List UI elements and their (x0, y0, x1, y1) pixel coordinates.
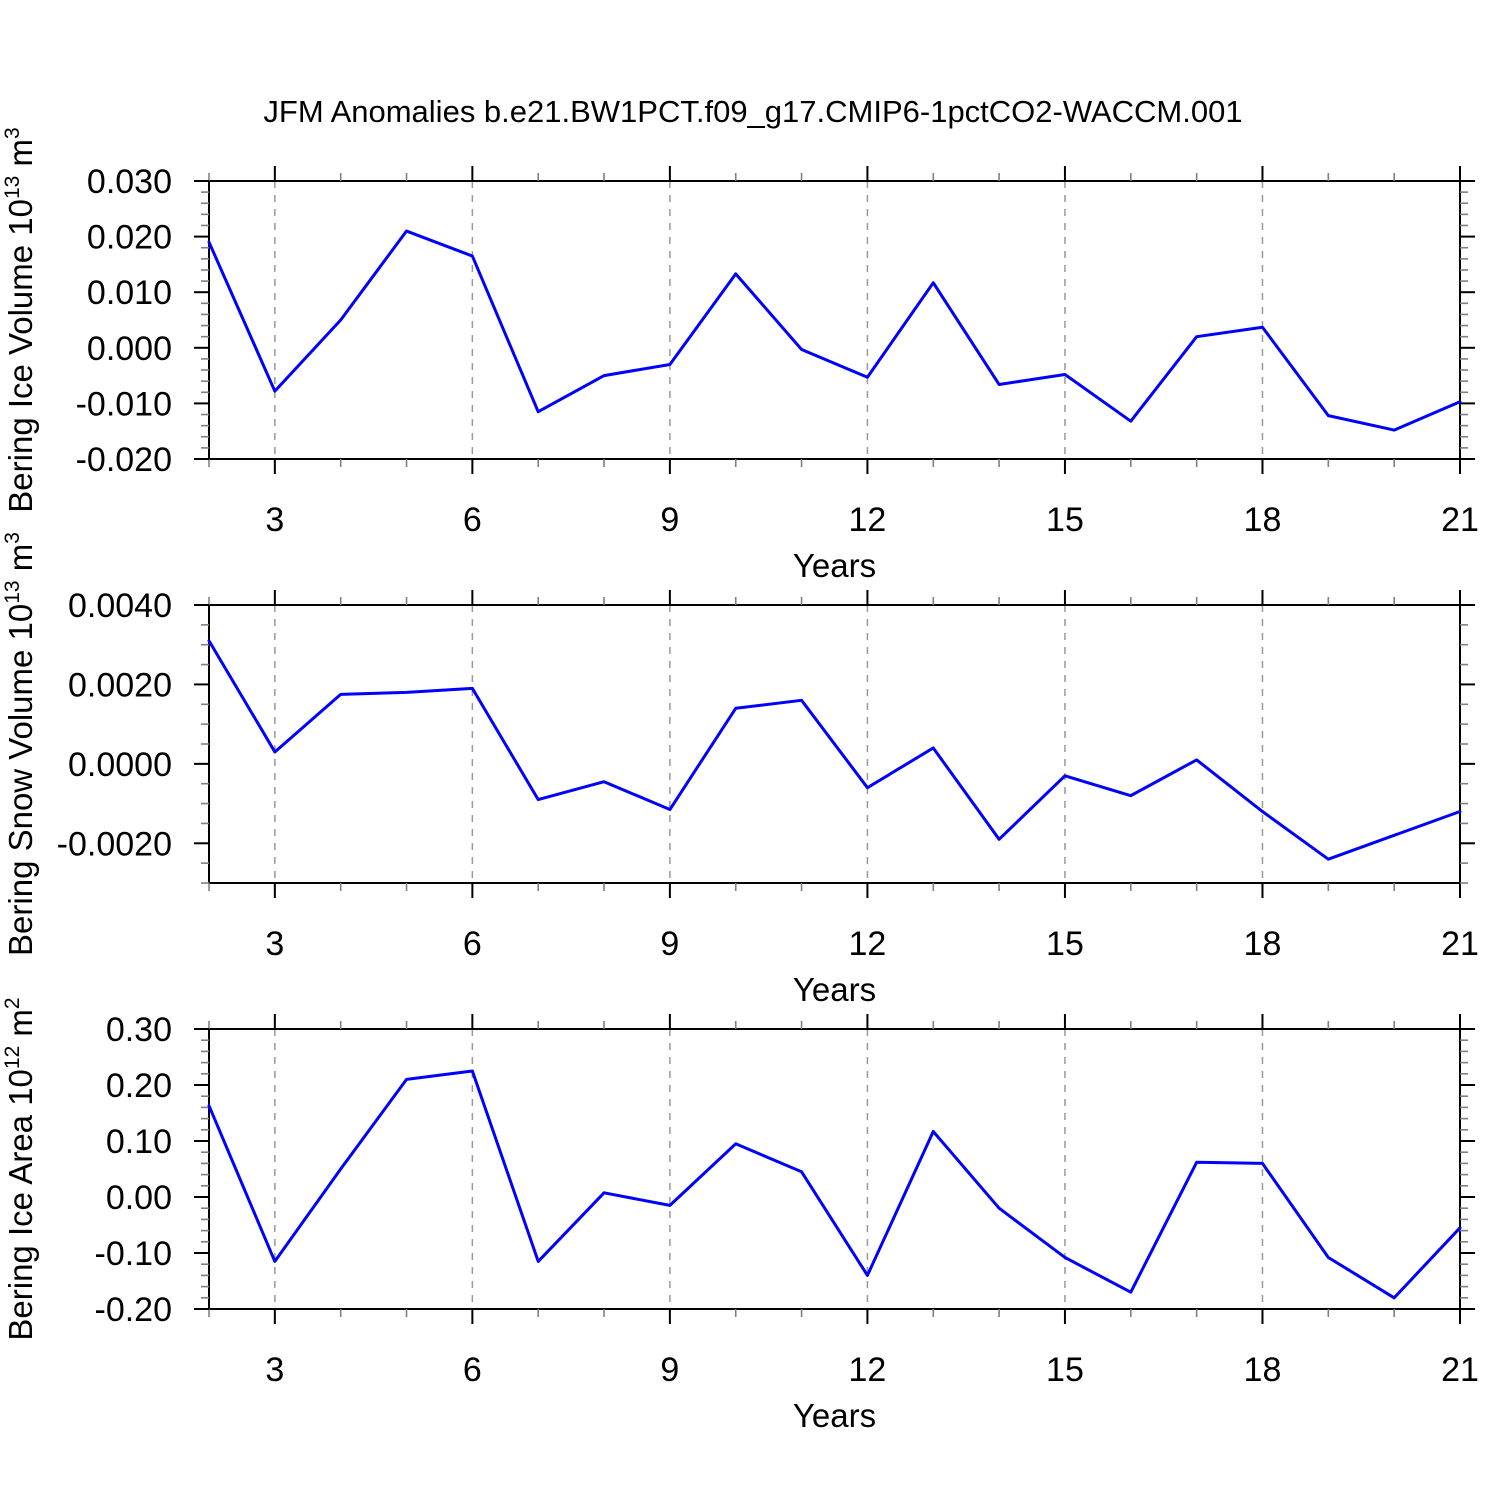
y-tick-label: -0.020 (76, 441, 172, 479)
y-tick-label: 0.20 (106, 1067, 172, 1105)
data-line-bering-ice-volume (207, 229, 1462, 432)
x-tick-label: 3 (265, 501, 284, 539)
x-tick-label: 6 (463, 501, 482, 539)
x-tick-label: 21 (1441, 1351, 1479, 1389)
x-tick-label: 6 (463, 1351, 482, 1389)
x-tick-label: 9 (660, 925, 679, 963)
y-tick-label: 0.020 (87, 219, 172, 257)
x-tick-label: 3 (265, 925, 284, 963)
data-line-bering-snow-volume (207, 639, 1462, 861)
plot-border (208, 180, 1461, 460)
subplot-bering-snow-volume: 3 6 9 12 15 18 21 0.0040 0.0020 0.0000 -0.0020 Year… (1, 532, 1479, 1008)
x-tick-label: 12 (849, 501, 887, 539)
plot-border (208, 1028, 1461, 1310)
x-axis-title: Years (793, 971, 876, 1008)
y-tick-label: 0.010 (87, 274, 172, 312)
x-tick-label: 9 (660, 1351, 679, 1389)
y-tick-label: -0.10 (95, 1235, 173, 1273)
y-tick-label: -0.010 (76, 385, 172, 423)
x-tick-label: 15 (1046, 925, 1084, 963)
subplot-bering-ice-volume: 3 6 9 12 15 18 21 0.030 0.020 0.010 0.000 -0.010 -0.… (1, 127, 1479, 584)
x-tick-label: 18 (1244, 501, 1282, 539)
x-axis-title: Years (793, 547, 876, 584)
y-tick-label: 0.0040 (68, 587, 172, 625)
chart-title: JFM Anomalies b.e21.BW1PCT.f09_g17.CMIP6… (263, 94, 1243, 129)
y-tick-label: 0.10 (106, 1123, 172, 1161)
x-tick-label: 18 (1244, 1351, 1282, 1389)
y-tick-label: 0.30 (106, 1011, 172, 1049)
y-tick-label: 0.00 (106, 1179, 172, 1217)
y-tick-label: 0.030 (87, 163, 172, 201)
data-line-bering-ice-area (207, 1069, 1462, 1300)
x-tick-label: 12 (849, 1351, 887, 1389)
x-tick-label: 3 (265, 1351, 284, 1389)
x-tick-label: 18 (1244, 925, 1282, 963)
x-tick-label: 6 (463, 925, 482, 963)
x-tick-label: 9 (660, 501, 679, 539)
y-tick-label: -0.20 (95, 1291, 173, 1329)
y-axis-title: Bering Ice Area 1012 m2 (1, 997, 39, 1340)
y-tick-label: -0.0020 (57, 825, 172, 863)
x-tick-label: 21 (1441, 501, 1479, 539)
x-tick-label: 15 (1046, 501, 1084, 539)
y-tick-label: 0.0020 (68, 666, 172, 704)
subplot-bering-ice-area: 3 6 9 12 15 18 21 0.30 0.20 0.10 0.00 -0.10 -0.20 Yea… (1, 997, 1479, 1434)
x-tick-label: 12 (849, 925, 887, 963)
y-axis-title: Bering Ice Volume 1013 m3 (1, 127, 39, 512)
x-tick-label: 21 (1441, 925, 1479, 963)
y-tick-label: 0.0000 (68, 746, 172, 784)
y-tick-label: 0.000 (87, 330, 172, 368)
y-axis-title: Bering Snow Volume 1013 m3 (1, 532, 39, 956)
x-axis-title: Years (793, 1397, 876, 1434)
x-tick-label: 15 (1046, 1351, 1084, 1389)
